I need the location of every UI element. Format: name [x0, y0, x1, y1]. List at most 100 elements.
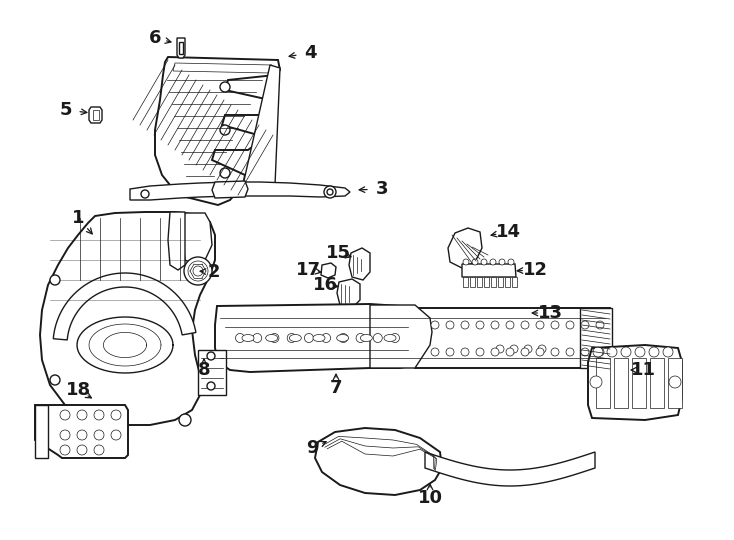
Circle shape [374, 334, 382, 342]
Polygon shape [505, 277, 510, 287]
Polygon shape [183, 213, 212, 265]
Text: 14: 14 [495, 223, 520, 241]
Circle shape [94, 430, 104, 440]
Polygon shape [492, 308, 548, 342]
Circle shape [581, 348, 589, 356]
Circle shape [521, 348, 529, 356]
Text: 13: 13 [537, 304, 562, 322]
Circle shape [476, 348, 484, 356]
Bar [198, 350, 226, 395]
Polygon shape [491, 277, 496, 287]
Circle shape [663, 347, 673, 357]
Polygon shape [370, 305, 432, 368]
Circle shape [491, 321, 499, 329]
Circle shape [446, 348, 454, 356]
Polygon shape [321, 263, 336, 278]
Circle shape [431, 348, 439, 356]
Circle shape [220, 125, 230, 135]
Circle shape [506, 321, 514, 329]
Polygon shape [540, 313, 550, 337]
Circle shape [305, 334, 313, 342]
Polygon shape [588, 345, 682, 420]
Circle shape [50, 375, 60, 385]
Circle shape [506, 348, 514, 356]
Text: 16: 16 [313, 276, 338, 294]
Text: 1: 1 [72, 209, 84, 227]
Text: 11: 11 [631, 361, 655, 379]
Circle shape [551, 348, 559, 356]
Circle shape [179, 414, 191, 426]
Circle shape [538, 345, 546, 353]
Circle shape [590, 376, 602, 388]
Circle shape [481, 259, 487, 265]
Circle shape [499, 259, 505, 265]
Circle shape [536, 348, 544, 356]
Circle shape [324, 186, 336, 198]
Text: 2: 2 [208, 263, 220, 281]
Text: 10: 10 [418, 489, 443, 507]
Text: 3: 3 [376, 180, 388, 198]
Polygon shape [463, 277, 468, 287]
Polygon shape [315, 428, 442, 495]
Polygon shape [596, 358, 610, 408]
Circle shape [431, 321, 439, 329]
Polygon shape [35, 405, 128, 458]
Circle shape [461, 348, 469, 356]
Circle shape [490, 259, 496, 265]
Circle shape [669, 376, 681, 388]
Polygon shape [614, 358, 628, 408]
Circle shape [566, 348, 574, 356]
Circle shape [141, 190, 149, 198]
Ellipse shape [289, 334, 302, 341]
Polygon shape [650, 358, 664, 408]
Text: 6: 6 [149, 29, 161, 47]
Polygon shape [526, 313, 536, 337]
Polygon shape [580, 308, 612, 368]
Circle shape [94, 445, 104, 455]
Polygon shape [415, 308, 612, 368]
Ellipse shape [384, 334, 396, 341]
Circle shape [521, 321, 529, 329]
Circle shape [446, 321, 454, 329]
Polygon shape [349, 248, 370, 280]
Polygon shape [477, 277, 482, 287]
Circle shape [60, 430, 70, 440]
Circle shape [287, 334, 296, 342]
Circle shape [390, 334, 399, 342]
Polygon shape [40, 212, 215, 425]
Circle shape [77, 445, 87, 455]
Polygon shape [632, 358, 646, 408]
Circle shape [510, 345, 518, 353]
Text: 8: 8 [197, 361, 211, 379]
Text: 4: 4 [304, 44, 316, 62]
Circle shape [476, 321, 484, 329]
Circle shape [356, 334, 365, 342]
Polygon shape [512, 313, 522, 337]
Circle shape [207, 382, 215, 390]
Circle shape [236, 334, 244, 342]
Circle shape [184, 257, 212, 285]
Circle shape [524, 345, 532, 353]
Circle shape [339, 334, 348, 342]
Circle shape [566, 321, 574, 329]
Circle shape [596, 321, 604, 329]
Polygon shape [35, 405, 48, 458]
Polygon shape [168, 212, 185, 270]
Circle shape [60, 410, 70, 420]
Text: 18: 18 [65, 381, 90, 399]
Circle shape [635, 347, 645, 357]
Circle shape [551, 321, 559, 329]
Circle shape [50, 275, 60, 285]
Circle shape [321, 334, 330, 342]
Circle shape [270, 334, 279, 342]
Polygon shape [668, 358, 682, 408]
Circle shape [649, 347, 659, 357]
Circle shape [77, 410, 87, 420]
Polygon shape [177, 38, 185, 58]
Circle shape [220, 82, 230, 92]
Polygon shape [89, 107, 102, 123]
Polygon shape [155, 57, 280, 205]
Text: 7: 7 [330, 379, 342, 397]
Circle shape [220, 168, 230, 178]
Circle shape [94, 410, 104, 420]
